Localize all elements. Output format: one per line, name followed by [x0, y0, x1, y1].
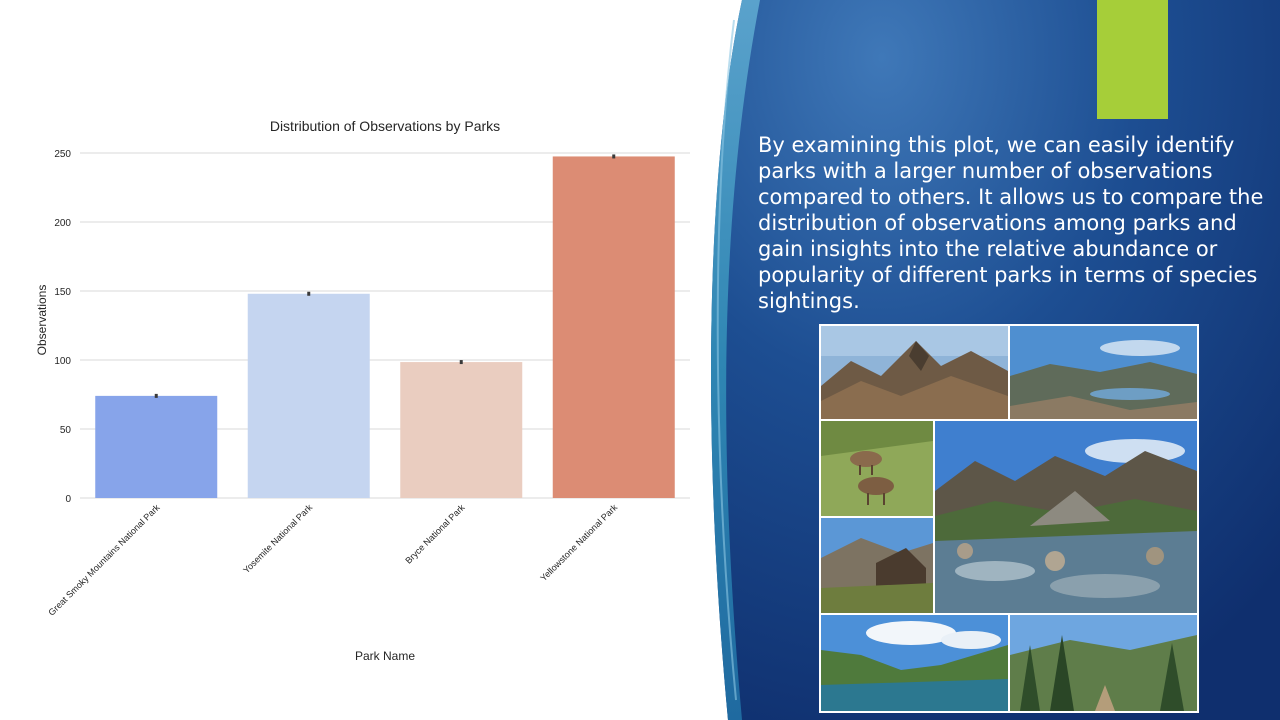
- x-tick-label: Bryce National Park: [403, 502, 467, 566]
- y-tick-label: 0: [65, 494, 71, 505]
- green-valley-lake-photo: [821, 615, 1008, 711]
- body-text: By examining this plot, we can easily id…: [758, 133, 1264, 313]
- y-tick-label: 250: [54, 149, 71, 160]
- x-tick-label: Yosemite National Park: [241, 502, 314, 575]
- bar-chart: 0 50 100 150 200 250 Great Smoky Mountains Nat…: [35, 118, 690, 663]
- mountain-stream-valley-photo: [935, 421, 1197, 613]
- bar: [95, 395, 218, 498]
- x-axis-label: Park Name: [355, 649, 415, 663]
- rocky-mountain-ridge-photo: [821, 326, 1008, 419]
- y-axis-label: Observations: [35, 285, 49, 356]
- swoosh-highlight: [716, 19, 737, 701]
- x-tick-label: Yellowstone National Park: [538, 502, 619, 583]
- photo-collage: [819, 324, 1199, 713]
- y-tick-label: 50: [60, 425, 72, 436]
- accent-bar: [1097, 0, 1168, 119]
- chamois-on-hillside-photo: [821, 421, 933, 516]
- forest-trail-photo: [1010, 615, 1197, 711]
- chart-title: Distribution of Observations by Parks: [270, 118, 500, 134]
- y-tick-label: 150: [54, 287, 71, 298]
- stone-hut-photo: [821, 518, 933, 613]
- bar: [247, 293, 370, 498]
- y-tick-label: 100: [54, 356, 71, 367]
- bar: [400, 362, 523, 498]
- y-tick-label: 200: [54, 218, 71, 229]
- bars: [95, 154, 675, 498]
- x-tick-label: Great Smoky Mountains National Park: [46, 502, 162, 618]
- mountain-lake-panorama-photo: [1010, 326, 1197, 419]
- bar: [552, 156, 675, 498]
